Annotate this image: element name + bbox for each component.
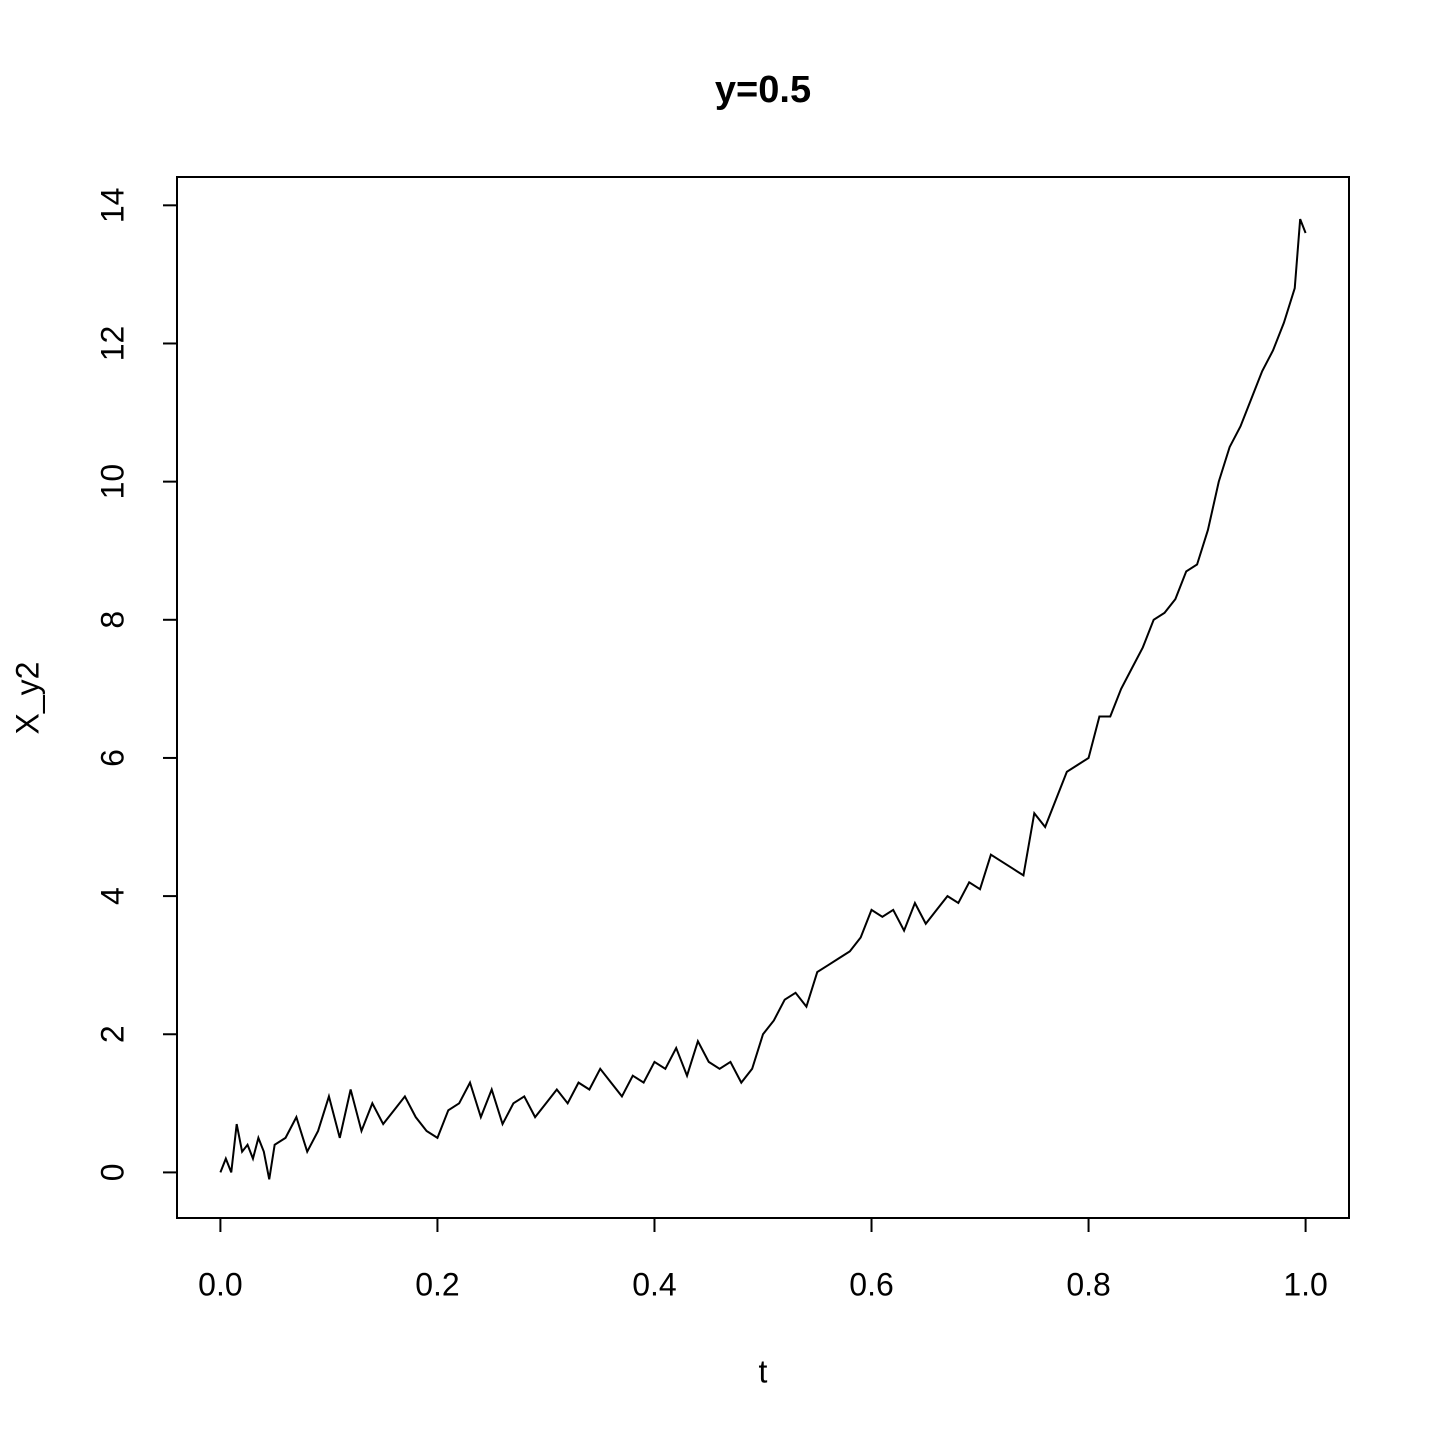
y-tick-label: 2 bbox=[94, 1025, 130, 1043]
y-tick-label: 0 bbox=[94, 1164, 130, 1182]
x-tick-label: 0.8 bbox=[1066, 1266, 1110, 1302]
x-tick-label: 0.2 bbox=[415, 1266, 459, 1302]
y-tick-label: 14 bbox=[94, 188, 130, 224]
x-tick-label: 0.0 bbox=[198, 1266, 242, 1302]
x-tick-label: 0.4 bbox=[632, 1266, 676, 1302]
y-tick-label: 12 bbox=[94, 326, 130, 362]
data-line bbox=[219, 218, 1307, 1180]
y-tick-label: 10 bbox=[94, 464, 130, 500]
y-tick-label: 8 bbox=[94, 611, 130, 629]
y-tick-label: 4 bbox=[94, 887, 130, 905]
x-tick-label: 0.6 bbox=[849, 1266, 893, 1302]
y-tick-label: 6 bbox=[94, 749, 130, 767]
plot-frame bbox=[176, 176, 1350, 1219]
y-axis-label: X_y2 bbox=[9, 662, 45, 735]
x-tick-label: 1.0 bbox=[1283, 1266, 1327, 1302]
x-axis-label: t bbox=[759, 1353, 768, 1389]
chart-title: y=0.5 bbox=[715, 69, 811, 111]
